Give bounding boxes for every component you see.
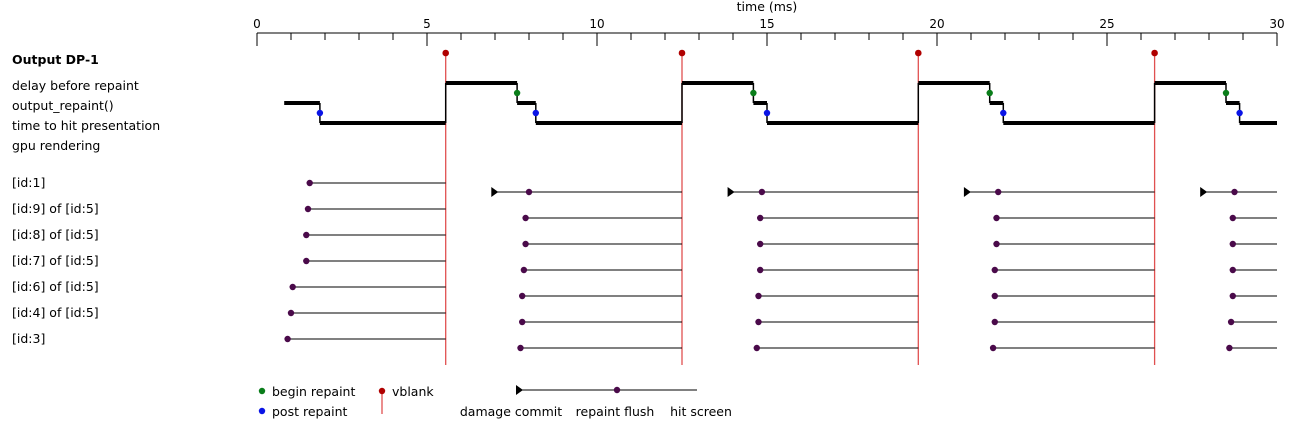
post-repaint-marker [763,109,771,117]
repaint-flush-marker [304,205,312,213]
surface-label: [id:3] [12,331,45,346]
output-title: Output DP-1 [12,52,99,67]
repaint-flush-marker [1229,240,1237,248]
post-repaint-marker [532,109,539,117]
repaint-flush-marker [522,240,529,248]
output-row-label: delay before repaint [12,78,139,93]
repaint-flush-marker [758,188,766,196]
repaint-flush-marker [284,335,291,343]
vblank-marker [678,49,686,57]
repaint-flush-marker [1229,292,1237,300]
repaint-flush-marker [289,283,296,291]
damage-commit-marker [1200,187,1208,197]
begin-repaint-marker [986,89,993,97]
surface-label: [id:1] [12,175,45,190]
legend-repaint-flush-label: repaint flush [576,404,655,419]
repaint-flush-marker [991,292,998,300]
legend-flush-dot [613,386,621,394]
output-markers [316,49,1243,117]
axis-tick-label: 30 [1269,17,1284,31]
post-repaint-marker [316,109,324,117]
repaint-flush-marker [991,318,998,326]
surface-rows: [id:1] [id:9] of [id:5] [id:8] of [id:5] [i… [12,175,1277,352]
repaint-flush-marker [517,344,524,352]
repaint-flush-marker [993,240,1000,248]
vblank-lines [445,53,1156,365]
repaint-flush-marker [1227,318,1235,326]
repaint-flush-marker [753,344,760,352]
repaint-flush-marker [522,214,529,222]
repaint-flush-marker [1226,344,1233,352]
repaint-flush-marker [993,214,1000,222]
axis-tick-label: 5 [423,17,431,31]
begin-repaint-marker [1222,89,1230,97]
vblank-marker [915,49,922,57]
axis-tick-label: 0 [253,17,261,31]
legend-post-repaint-label: post repaint [272,404,348,419]
legend-post-repaint-dot [258,407,266,415]
repaint-flush-marker [519,292,526,300]
legend-begin-repaint-dot [258,387,266,395]
output-row-label: time to hit presentation [12,118,160,133]
repaint-flush-marker [303,231,310,239]
surface-label: [id:4] of [id:5] [12,305,99,320]
axis-tick-label: 20 [929,17,944,31]
legend-vblank-dot [378,387,386,395]
repaint-flush-marker [306,179,313,187]
repaint-flush-marker [755,318,762,326]
surface-label: [id:7] of [id:5] [12,253,99,268]
repaint-flush-marker [989,344,997,352]
damage-commit-marker [963,187,971,197]
legend-damage-commit-label: damage commit [460,404,562,419]
repaint-flush-marker [525,188,533,196]
output-row-label: gpu rendering [12,138,100,153]
post-repaint-marker [1236,109,1243,117]
repaint-flush-marker [757,266,764,274]
legend-hit-screen-label: hit screen [670,404,732,419]
begin-repaint-marker [750,89,757,97]
surface-label: [id:9] of [id:5] [12,201,99,216]
repaint-flush-marker [1231,188,1238,196]
post-repaint-marker [1000,109,1007,117]
damage-commit-marker [727,187,735,197]
repaint-flush-marker [995,188,1002,196]
output-row-labels: delay before repaint output_repaint()time… [12,78,160,153]
repaint-flush-marker [520,266,528,274]
axis-tick-label: 10 [589,17,604,31]
time-axis: time (ms) 0 5 10 15 20 25 30 [253,0,1285,46]
legend-begin-repaint-label: begin repaint [272,384,355,399]
repaint-flush-marker [303,257,310,265]
surface-label: [id:8] of [id:5] [12,227,99,242]
axis-ticks: 0 5 10 15 20 25 30 [253,17,1285,46]
repaint-flush-marker [991,266,998,274]
surface-label: [id:6] of [id:5] [12,279,99,294]
repaint-flush-marker [755,292,762,300]
axis-tick-label: 25 [1099,17,1114,31]
repaint-flush-marker [757,214,764,222]
repaint-flush-marker [519,318,526,326]
repaint-steps [284,81,1277,125]
damage-commit-marker [491,187,499,197]
axis-title: time (ms) [737,0,798,14]
legend-vblank-label: vblank [392,384,434,399]
vblank-marker [442,49,450,57]
legend-commit-triangle [516,385,523,395]
begin-repaint-marker [513,89,521,97]
repaint-flush-marker [1229,214,1237,222]
repaint-flush-marker [1229,266,1237,274]
axis-tick-label: 15 [759,17,774,31]
vblank-marker [1151,49,1158,57]
output-row-label: output_repaint() [12,98,114,113]
repaint-flush-marker [287,309,295,317]
repaint-flush-marker [757,240,764,248]
legend: begin repaint post repaint vblank damage… [258,384,732,419]
